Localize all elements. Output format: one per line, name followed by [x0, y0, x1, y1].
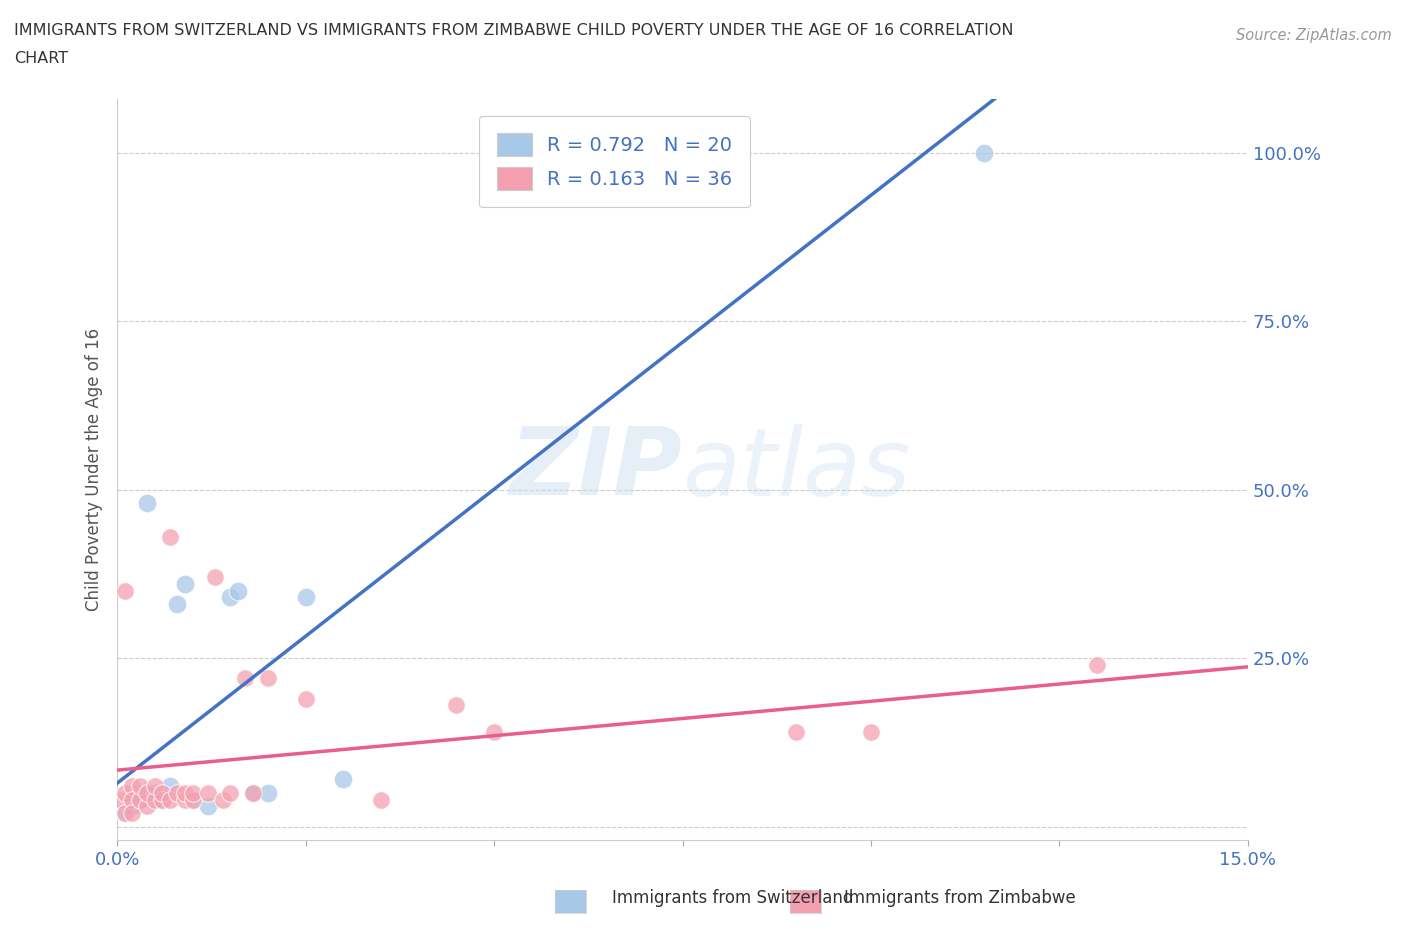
Legend: R = 0.792   N = 20, R = 0.163   N = 36: R = 0.792 N = 20, R = 0.163 N = 36: [479, 116, 749, 207]
Point: [152, 792, 174, 807]
Point: [226, 583, 249, 598]
Point: [482, 724, 505, 739]
Point: [159, 529, 181, 544]
Text: Immigrants from Switzerland: Immigrants from Switzerland: [612, 889, 853, 907]
Text: ZIP: ZIP: [509, 423, 682, 515]
Point: [159, 792, 181, 807]
Point: [128, 792, 150, 807]
Point: [128, 792, 150, 807]
Point: [136, 786, 159, 801]
Point: [197, 799, 219, 814]
Point: [143, 792, 166, 807]
Text: atlas: atlas: [682, 424, 911, 515]
Point: [114, 583, 136, 598]
Point: [174, 792, 197, 807]
Point: [159, 778, 181, 793]
Point: [174, 786, 197, 801]
Point: [114, 805, 136, 820]
Text: IMMIGRANTS FROM SWITZERLAND VS IMMIGRANTS FROM ZIMBABWE CHILD POVERTY UNDER THE : IMMIGRANTS FROM SWITZERLAND VS IMMIGRANT…: [14, 23, 1014, 38]
Point: [136, 496, 159, 511]
Text: CHART: CHART: [14, 51, 67, 66]
Point: [204, 570, 226, 585]
Point: [174, 577, 197, 591]
Point: [110, 792, 132, 807]
Point: [121, 792, 143, 807]
Point: [197, 786, 219, 801]
Point: [143, 778, 166, 793]
Point: [332, 772, 354, 787]
Point: [114, 786, 136, 801]
Point: [709, 172, 731, 187]
Text: Source: ZipAtlas.com: Source: ZipAtlas.com: [1236, 28, 1392, 43]
Text: Immigrants from Zimbabwe: Immigrants from Zimbabwe: [844, 889, 1076, 907]
Point: [166, 786, 188, 801]
Point: [136, 799, 159, 814]
Point: [181, 792, 204, 807]
Point: [446, 698, 468, 712]
Point: [1085, 658, 1108, 672]
Point: [219, 590, 242, 604]
Point: [181, 792, 204, 807]
Point: [211, 792, 233, 807]
Point: [370, 792, 392, 807]
Point: [121, 805, 143, 820]
Point: [785, 724, 807, 739]
Point: [152, 786, 174, 801]
Point: [121, 778, 143, 793]
Point: [973, 145, 995, 160]
Point: [294, 691, 316, 706]
Point: [143, 786, 166, 801]
Point: [294, 590, 316, 604]
Point: [242, 786, 264, 801]
Point: [242, 786, 264, 801]
Point: [128, 778, 150, 793]
Point: [219, 786, 242, 801]
Point: [257, 786, 280, 801]
Point: [136, 786, 159, 801]
Y-axis label: Child Poverty Under the Age of 16: Child Poverty Under the Age of 16: [86, 328, 103, 611]
Point: [152, 792, 174, 807]
Point: [181, 786, 204, 801]
Point: [114, 805, 136, 820]
Point: [121, 799, 143, 814]
Point: [257, 671, 280, 685]
Point: [859, 724, 882, 739]
Point: [233, 671, 256, 685]
Point: [166, 597, 188, 612]
